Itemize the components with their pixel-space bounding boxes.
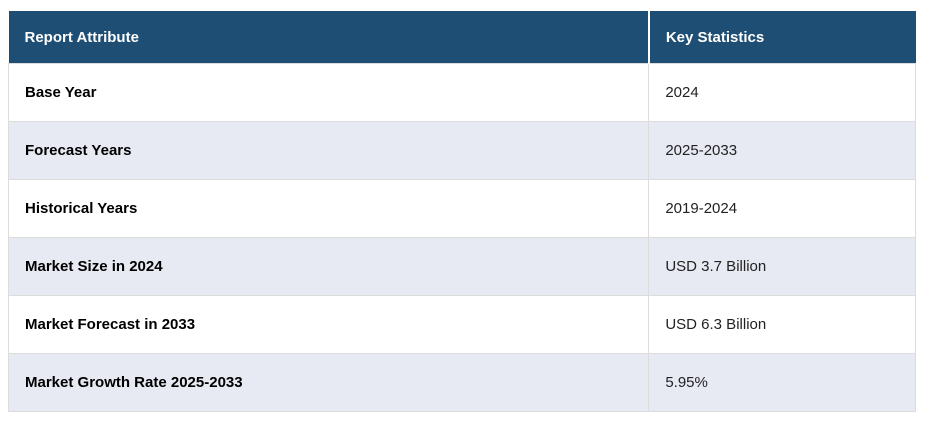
report-statistics-table: Report Attribute Key Statistics Base Yea… [7,11,916,412]
value-cell: 2019-2024 [648,179,916,238]
table-row: Market Forecast in 2033 USD 6.3 Billion [7,295,916,354]
table-row: Forecast Years 2025-2033 [7,121,916,180]
attribute-cell: Market Size in 2024 [7,237,650,296]
attribute-cell: Market Growth Rate 2025-2033 [7,353,650,412]
column-header-key-statistics: Key Statistics [648,11,916,64]
table-row: Base Year 2024 [7,63,916,122]
table-row: Market Growth Rate 2025-2033 5.95% [7,353,916,412]
value-cell: 2024 [648,63,916,122]
table-body: Base Year 2024 Forecast Years 2025-2033 Hist… [7,63,916,412]
table-row: Market Size in 2024 USD 3.7 Billion [7,237,916,296]
value-cell: USD 3.7 Billion [648,237,916,296]
table-header-row: Report Attribute Key Statistics [8,11,916,64]
value-cell: USD 6.3 Billion [648,295,916,354]
attribute-cell: Market Forecast in 2033 [7,295,650,354]
attribute-cell: Forecast Years [7,121,650,180]
attribute-cell: Historical Years [7,179,650,238]
value-cell: 5.95% [648,353,916,412]
value-cell: 2025-2033 [648,121,916,180]
column-header-report-attribute: Report Attribute [8,11,650,64]
attribute-cell: Base Year [7,63,650,122]
table-row: Historical Years 2019-2024 [7,179,916,238]
